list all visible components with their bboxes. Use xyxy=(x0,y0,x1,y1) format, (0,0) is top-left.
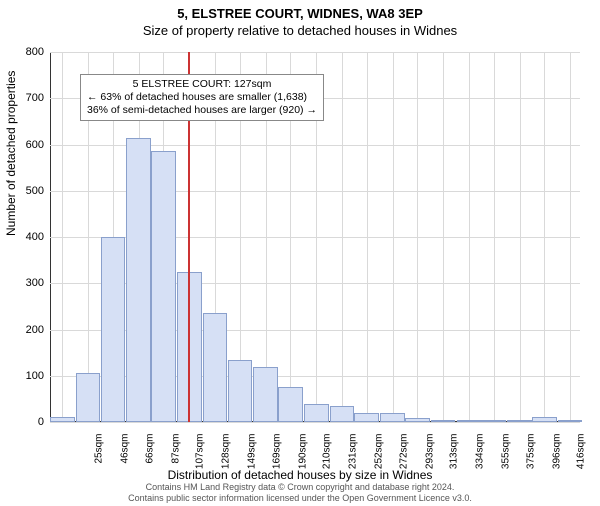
gridline-v xyxy=(544,52,545,422)
x-tick-label: 396sqm xyxy=(551,434,562,474)
x-tick-label: 355sqm xyxy=(501,434,512,474)
x-tick-label: 128sqm xyxy=(221,434,232,474)
histogram-bar xyxy=(354,413,379,422)
x-tick-label: 375sqm xyxy=(525,434,536,474)
histogram-bar xyxy=(304,404,329,423)
x-tick-label: 210sqm xyxy=(322,434,333,474)
x-tick-label: 334sqm xyxy=(475,434,486,474)
y-tick-label: 700 xyxy=(4,92,44,104)
x-tick-label: 231sqm xyxy=(348,434,359,474)
gridline-v xyxy=(443,52,444,422)
y-tick-label: 800 xyxy=(4,46,44,58)
gridline-v xyxy=(62,52,63,422)
x-tick-label: 66sqm xyxy=(144,434,155,474)
histogram-bar xyxy=(380,413,405,422)
plot-area: 5 ELSTREE COURT: 127sqm← 63% of detached… xyxy=(50,52,580,422)
gridline-v xyxy=(393,52,394,422)
gridline-v xyxy=(367,52,368,422)
y-tick-label: 500 xyxy=(4,185,44,197)
histogram-bar xyxy=(558,420,583,422)
histogram-bar xyxy=(278,387,303,422)
x-tick-label: 313sqm xyxy=(449,434,460,474)
histogram-bar xyxy=(101,237,126,422)
histogram-bar xyxy=(253,367,278,423)
chart-sub-title: Size of property relative to detached ho… xyxy=(0,23,600,38)
histogram-bar xyxy=(481,420,506,422)
annotation-line-3: 36% of semi-detached houses are larger (… xyxy=(87,104,317,117)
histogram-bar xyxy=(76,373,101,422)
annotation-line-1: 5 ELSTREE COURT: 127sqm xyxy=(87,78,317,91)
y-tick-label: 300 xyxy=(4,277,44,289)
x-tick-label: 107sqm xyxy=(195,434,206,474)
y-tick-label: 600 xyxy=(4,139,44,151)
y-tick-label: 0 xyxy=(4,416,44,428)
x-tick-label: 46sqm xyxy=(120,434,131,474)
histogram-bar xyxy=(431,420,456,422)
x-tick-label: 272sqm xyxy=(398,434,409,474)
x-tick-label: 87sqm xyxy=(170,434,181,474)
gridline-h xyxy=(50,52,580,53)
gridline-v xyxy=(570,52,571,422)
histogram-bar xyxy=(507,420,532,422)
x-tick-label: 190sqm xyxy=(297,434,308,474)
x-tick-label: 416sqm xyxy=(576,434,587,474)
gridline-v xyxy=(417,52,418,422)
y-tick-label: 200 xyxy=(4,324,44,336)
histogram-bar xyxy=(330,406,355,422)
annotation-line-2: ← 63% of detached houses are smaller (1,… xyxy=(87,91,317,104)
x-tick-label: 149sqm xyxy=(247,434,258,474)
footer-line-1: Contains HM Land Registry data © Crown c… xyxy=(0,482,600,493)
histogram-bar xyxy=(405,418,430,422)
histogram-bar xyxy=(457,420,482,422)
gridline-v xyxy=(342,52,343,422)
histogram-bar xyxy=(151,151,176,422)
histogram-bar xyxy=(228,360,253,422)
histogram-bar xyxy=(126,138,151,422)
x-tick-label: 25sqm xyxy=(94,434,105,474)
x-tick-label: 293sqm xyxy=(424,434,435,474)
footer-attribution: Contains HM Land Registry data © Crown c… xyxy=(0,482,600,504)
histogram-bar xyxy=(532,417,557,422)
gridline-h xyxy=(50,422,580,423)
gridline-v xyxy=(469,52,470,422)
x-tick-label: 252sqm xyxy=(374,434,385,474)
histogram-bar xyxy=(50,417,75,422)
gridline-v xyxy=(520,52,521,422)
histogram-bar xyxy=(203,313,228,422)
x-tick-label: 169sqm xyxy=(271,434,282,474)
y-tick-label: 400 xyxy=(4,231,44,243)
gridline-v xyxy=(494,52,495,422)
chart-super-title: 5, ELSTREE COURT, WIDNES, WA8 3EP xyxy=(0,6,600,21)
y-tick-label: 100 xyxy=(4,370,44,382)
chart-area: 5 ELSTREE COURT: 127sqm← 63% of detached… xyxy=(50,52,580,422)
footer-line-2: Contains public sector information licen… xyxy=(0,493,600,504)
annotation-box: 5 ELSTREE COURT: 127sqm← 63% of detached… xyxy=(80,74,324,121)
